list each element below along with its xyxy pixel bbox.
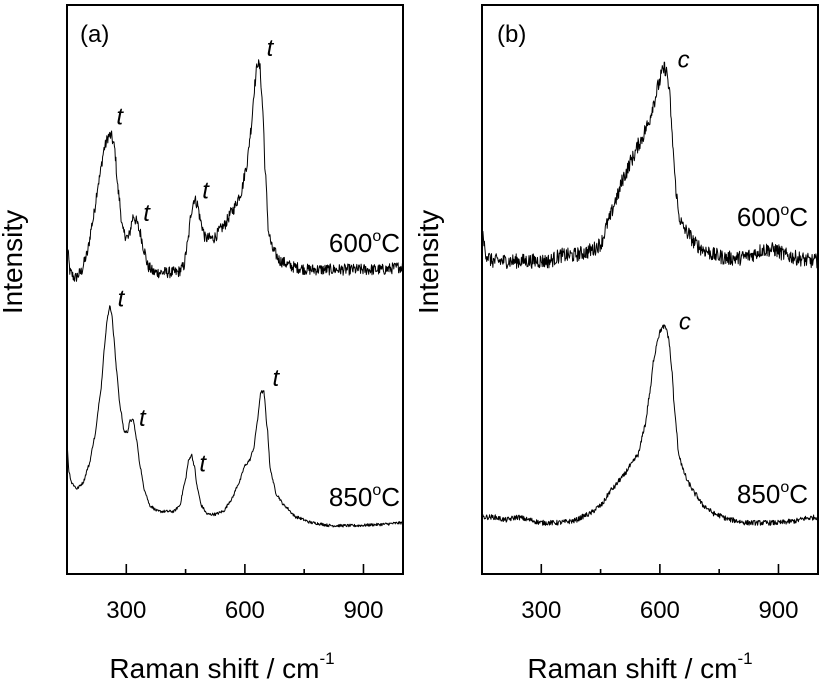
panel-a-peak-annotation: t	[267, 35, 275, 62]
panel-a-peak-annotation: t	[118, 286, 126, 313]
panel-a-xlabel-sup: -1	[319, 649, 334, 668]
panel-a-tick-label: 600	[225, 597, 265, 624]
panel-a-ylabel: Intensity	[0, 210, 28, 314]
panel-a-xlabel-text: Raman shift / cm	[109, 653, 319, 684]
panel-a: (a) 300 600 900 600oC 850oC t t t t t t t t Intens…	[0, 4, 404, 684]
panel-a-tick-label: 900	[343, 597, 383, 624]
panel-b-tick-label: 600	[640, 597, 680, 624]
panel-b-annotations: cc	[678, 47, 691, 336]
panel-a-annotations: t t t t t t t t	[116, 35, 280, 477]
panel-b-ylabel: Intensity	[413, 210, 444, 314]
panel-b-frame	[481, 4, 819, 575]
panel-a-peak-annotation: t	[202, 177, 210, 204]
panel-a-peak-annotation: t	[199, 451, 207, 478]
panel-a-series-600	[66, 59, 404, 282]
panel-b-tick-label: 900	[758, 597, 798, 624]
panel-a-label: (a)	[80, 21, 109, 48]
panel-a-peak-annotation: t	[143, 200, 151, 227]
panel-b-peak-annotation: c	[679, 308, 691, 335]
panel-a-peak-annotation: t	[139, 405, 147, 432]
panel-b-series-850	[481, 324, 819, 526]
panel-a-curves: 600oC 850oC	[66, 59, 404, 528]
panel-b-series-600	[481, 61, 819, 269]
panel-a-peak-annotation: t	[273, 365, 281, 392]
panel-b-xlabel-sup: -1	[737, 649, 752, 668]
panel-b-series-label: 850oC	[737, 479, 808, 509]
panel-b-ticks: 300 600 900	[521, 564, 798, 624]
panel-b-tick-label: 300	[521, 597, 561, 624]
panel-b-xlabel: Raman shift / cm-1	[527, 649, 752, 684]
panel-b-curves: 600oC 850oC	[481, 61, 819, 526]
panel-a-series-label: 600oC	[329, 228, 400, 258]
panel-a-peak-annotation: t	[116, 103, 124, 130]
panel-b-series-label: 600oC	[737, 202, 808, 232]
panel-a-ticks: 300 600 900	[106, 564, 383, 624]
panel-a-series-label: 850oC	[329, 482, 400, 512]
panel-a-series-850	[66, 305, 404, 528]
panel-b-peak-annotation: c	[678, 47, 690, 74]
panel-b-label: (b)	[497, 21, 526, 48]
panel-a-xlabel: Raman shift / cm-1	[109, 649, 334, 684]
panel-a-frame	[66, 4, 404, 575]
panel-b-xlabel-text: Raman shift / cm	[527, 653, 737, 684]
panel-a-tick-label: 300	[106, 597, 146, 624]
